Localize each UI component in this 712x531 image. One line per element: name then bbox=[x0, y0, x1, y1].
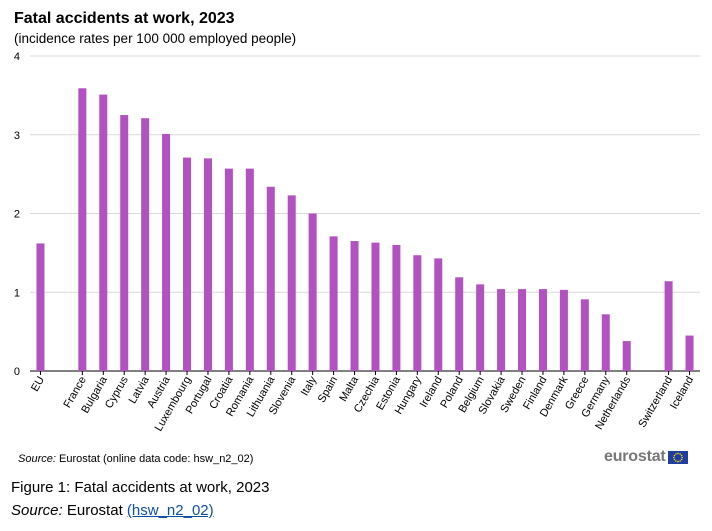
bar bbox=[36, 243, 45, 371]
bar bbox=[245, 168, 254, 371]
y-tick-label: 0 bbox=[14, 366, 20, 378]
figure-caption: Figure 1: Fatal accidents at work, 2023 bbox=[11, 479, 270, 496]
bar bbox=[434, 258, 443, 371]
bar bbox=[141, 118, 150, 372]
bar bbox=[685, 335, 694, 371]
chart-subtitle: (incidence rates per 100 000 employed pe… bbox=[14, 31, 297, 46]
bar bbox=[78, 88, 87, 371]
x-tick-label: EU bbox=[29, 374, 47, 393]
bar bbox=[287, 195, 296, 371]
bar bbox=[371, 242, 380, 371]
bar bbox=[413, 255, 422, 371]
chart-title: Fatal accidents at work, 2023 bbox=[14, 10, 235, 27]
bar bbox=[308, 213, 317, 371]
chart-source: Source: Eurostat (online data code: hsw_… bbox=[18, 453, 253, 465]
source-text: Eurostat (online data code: hsw_n2_02) bbox=[58, 453, 254, 465]
source-label: Source: bbox=[18, 453, 56, 465]
bar bbox=[266, 186, 275, 371]
bar bbox=[329, 236, 338, 371]
bar bbox=[162, 133, 171, 371]
x-tick-label: Spain bbox=[316, 375, 340, 405]
y-tick-label: 1 bbox=[14, 287, 20, 299]
y-tick-label: 2 bbox=[14, 209, 20, 221]
x-tick-label: Italy bbox=[299, 374, 320, 398]
bar bbox=[224, 168, 233, 371]
y-tick-label: 3 bbox=[14, 130, 20, 142]
logo-text: eurostat bbox=[604, 448, 666, 465]
bar bbox=[350, 241, 359, 371]
bar bbox=[497, 289, 506, 371]
bar bbox=[664, 281, 673, 371]
bar bbox=[455, 277, 464, 371]
dataset-link[interactable]: (hsw_n2_02) bbox=[126, 502, 214, 519]
bar bbox=[392, 245, 401, 371]
y-tick-label: 4 bbox=[14, 51, 20, 63]
bar bbox=[476, 284, 485, 371]
bar bbox=[538, 289, 547, 371]
figure-source: Source: Eurostat (hsw_n2_02) bbox=[11, 502, 214, 519]
bar bbox=[580, 299, 589, 371]
bar bbox=[622, 341, 631, 371]
eu-flag-icon bbox=[667, 450, 688, 464]
bar bbox=[120, 115, 129, 371]
eurostat-logo: eurostat bbox=[604, 448, 688, 466]
bar bbox=[183, 157, 192, 371]
bar bbox=[518, 289, 527, 371]
figure-source-label: Source: bbox=[11, 502, 63, 519]
bar bbox=[203, 158, 212, 371]
bar bbox=[99, 94, 108, 372]
bar bbox=[601, 314, 610, 371]
bar bbox=[559, 289, 568, 371]
figure-source-text: Eurostat bbox=[66, 502, 123, 519]
